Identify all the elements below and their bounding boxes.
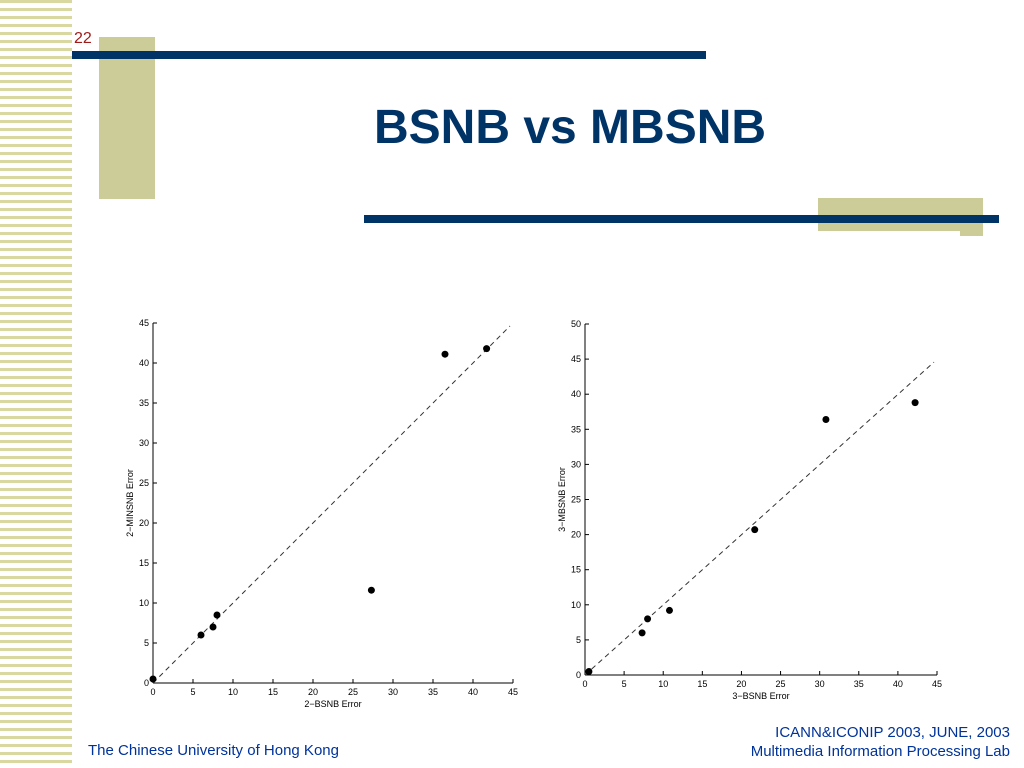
data-point — [751, 526, 759, 534]
y-tick-label: 0 — [144, 678, 149, 688]
x-tick-label: 0 — [150, 687, 155, 697]
data-point — [209, 623, 217, 631]
footer-conference-line: ICANN&ICONIP 2003, JUNE, 2003 — [775, 724, 1010, 741]
y-tick-label: 15 — [571, 565, 581, 575]
accent-block-right — [818, 198, 983, 231]
data-point — [197, 631, 205, 639]
y-tick-label: 10 — [139, 598, 149, 608]
x-tick-label: 0 — [582, 679, 587, 689]
x-axis-label: 3−BSNB Error — [732, 691, 789, 701]
x-tick-label: 40 — [893, 679, 903, 689]
x-tick-label: 10 — [658, 679, 668, 689]
y-tick-label: 10 — [571, 600, 581, 610]
y-tick-label: 50 — [571, 319, 581, 329]
x-tick-label: 5 — [190, 687, 195, 697]
y-tick-label: 20 — [139, 518, 149, 528]
x-tick-label: 40 — [468, 687, 478, 697]
data-point — [213, 611, 221, 619]
x-tick-label: 15 — [697, 679, 707, 689]
x-tick-label: 15 — [268, 687, 278, 697]
footer-university: The Chinese University of Hong Kong — [88, 742, 339, 759]
x-tick-label: 10 — [228, 687, 238, 697]
x-tick-label: 5 — [622, 679, 627, 689]
reference-line — [584, 361, 935, 676]
y-tick-label: 20 — [571, 530, 581, 540]
x-tick-label: 35 — [854, 679, 864, 689]
y-tick-label: 40 — [139, 358, 149, 368]
y-tick-label: 35 — [139, 398, 149, 408]
x-tick-label: 30 — [388, 687, 398, 697]
data-point — [822, 415, 830, 423]
x-tick-label: 45 — [932, 679, 942, 689]
y-tick-label: 40 — [571, 389, 581, 399]
data-point — [149, 675, 157, 683]
y-tick-label: 0 — [576, 670, 581, 680]
page-number: 22 — [74, 30, 92, 47]
y-axis-label: 3−MBSNB Error — [557, 467, 567, 532]
x-axis-label: 2−BSNB Error — [304, 699, 361, 709]
x-tick-label: 45 — [508, 687, 518, 697]
y-axis-label: 2−MINSNB Error — [125, 469, 135, 537]
x-tick-label: 30 — [815, 679, 825, 689]
data-point — [483, 345, 491, 353]
x-tick-label: 25 — [776, 679, 786, 689]
data-point — [644, 615, 652, 623]
data-point — [585, 667, 593, 675]
y-tick-label: 5 — [576, 635, 581, 645]
y-tick-label: 45 — [571, 354, 581, 364]
data-point — [638, 629, 646, 637]
data-point — [441, 350, 449, 358]
y-tick-label: 30 — [139, 438, 149, 448]
y-tick-label: 35 — [571, 424, 581, 434]
y-tick-label: 5 — [144, 638, 149, 648]
data-point — [367, 586, 375, 594]
footer-conference: ICANN&ICONIP 2003, JUNE, 2003 Multimedia… — [751, 723, 1010, 761]
x-tick-label: 20 — [736, 679, 746, 689]
y-tick-label: 15 — [139, 558, 149, 568]
y-tick-label: 25 — [139, 478, 149, 488]
x-tick-label: 25 — [348, 687, 358, 697]
striped-margin — [0, 0, 72, 768]
accent-bar-top — [72, 51, 706, 59]
x-tick-label: 35 — [428, 687, 438, 697]
y-tick-label: 30 — [571, 459, 581, 469]
y-tick-label: 25 — [571, 495, 581, 505]
data-point — [665, 606, 673, 614]
accent-block-right-tab — [960, 229, 983, 236]
data-point — [911, 399, 919, 407]
y-tick-label: 45 — [139, 318, 149, 328]
accent-block-top-left — [99, 37, 155, 199]
footer-lab-line: Multimedia Information Processing Lab — [750, 743, 1010, 760]
accent-bar-middle — [364, 215, 999, 223]
slide-title: BSNB vs MBSNB — [373, 101, 767, 154]
reference-line — [152, 325, 511, 684]
x-tick-label: 20 — [308, 687, 318, 697]
